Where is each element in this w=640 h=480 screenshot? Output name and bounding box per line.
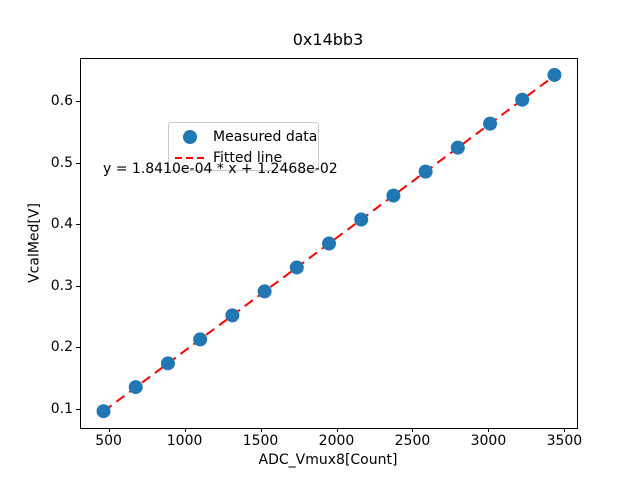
data-point (483, 116, 498, 131)
x-axis-label: ADC_Vmux8[Count] (258, 452, 398, 468)
y-tick-label: 0.4 (50, 216, 73, 233)
x-tick-mark (260, 428, 262, 432)
data-point (193, 332, 208, 347)
x-tick-label: 1500 (242, 433, 279, 449)
legend: Measured data Fitted line (168, 122, 319, 171)
y-tick-label: 0.1 (50, 400, 73, 417)
data-point (225, 308, 240, 323)
y-tick-mark (76, 408, 80, 410)
data-point (257, 284, 272, 299)
data-point (386, 188, 401, 203)
x-tick-label: 500 (95, 433, 122, 449)
data-point (322, 236, 336, 251)
x-tick-mark (488, 428, 490, 432)
x-tick-label: 3500 (546, 433, 583, 449)
data-point (96, 404, 111, 419)
y-tick-label: 0.5 (50, 154, 73, 171)
scatter-marker-icon (175, 129, 205, 144)
data-point (160, 356, 175, 371)
fit-equation-annotation: y = 1.8410e-04 * x + 1.2468e-02 (103, 161, 338, 177)
x-tick-mark (184, 428, 186, 432)
dashed-line-icon (175, 156, 205, 159)
data-point (418, 164, 433, 179)
legend-label: Fitted line (213, 149, 283, 166)
x-tick-mark (336, 428, 338, 432)
chart-title: 0x14bb3 (292, 30, 364, 49)
data-point (547, 67, 562, 82)
y-tick-label: 0.3 (50, 277, 73, 294)
x-tick-label: 2000 (318, 433, 355, 449)
legend-label: Measured data (213, 128, 318, 145)
plot-canvas (96, 67, 562, 419)
data-point (128, 380, 143, 395)
x-tick-label: 3000 (470, 433, 507, 449)
y-tick-mark (76, 347, 80, 349)
plot-area: Measured data Fitted line (80, 58, 578, 429)
data-point (289, 260, 304, 275)
x-tick-mark (564, 428, 566, 432)
y-tick-mark (76, 162, 80, 164)
x-tick-label: 2500 (394, 433, 431, 449)
y-tick-mark (76, 285, 80, 287)
y-tick-label: 0.6 (50, 93, 73, 110)
data-point (450, 140, 465, 155)
data-point (354, 212, 369, 227)
y-axis-label: VcalMed[V] (26, 203, 43, 283)
y-tick-mark (76, 224, 80, 226)
y-tick-mark (76, 101, 80, 103)
legend-entry-fitted-line: Fitted line (175, 147, 318, 168)
x-tick-label: 1000 (166, 433, 203, 449)
x-tick-mark (108, 428, 110, 432)
x-tick-mark (412, 428, 414, 432)
legend-entry-measured-data: Measured data (175, 126, 318, 147)
y-tick-label: 0.2 (50, 339, 73, 356)
data-point (515, 92, 530, 107)
